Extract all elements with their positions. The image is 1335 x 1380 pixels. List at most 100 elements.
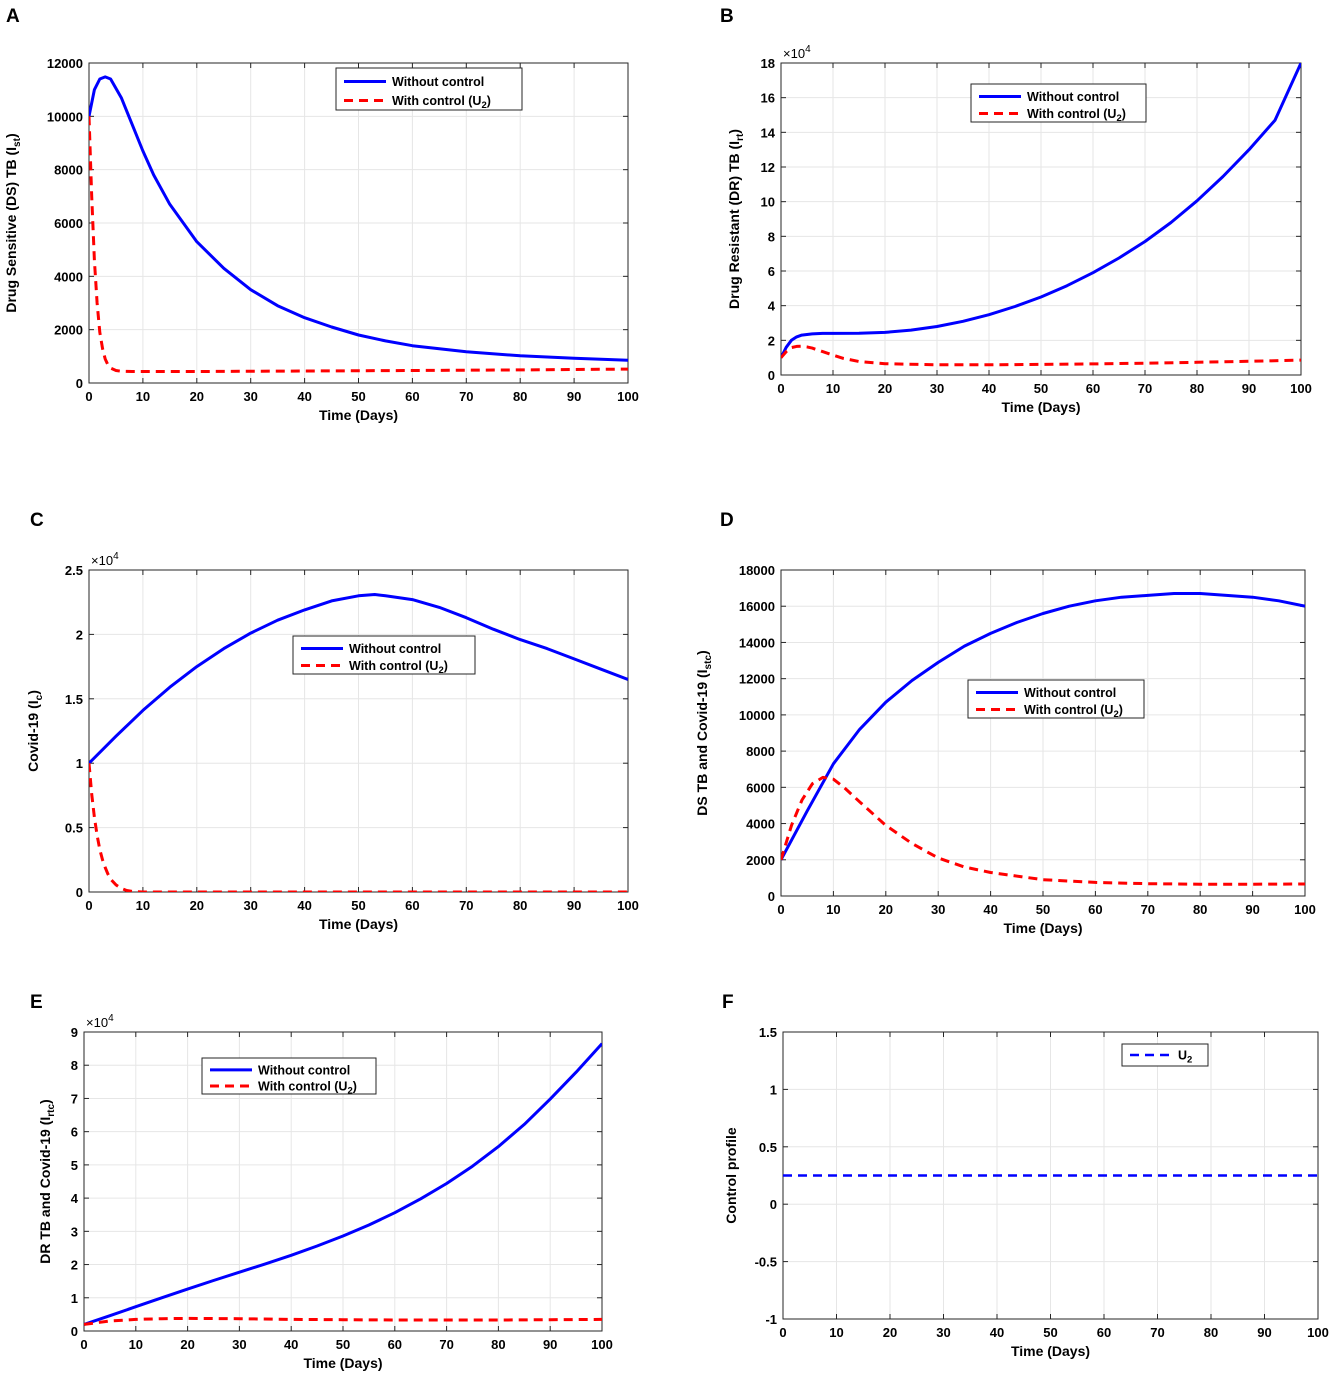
y-tick-label: 6 bbox=[768, 264, 775, 279]
series-line-without-control bbox=[781, 63, 1301, 359]
y-axis-label-sub: stc bbox=[703, 655, 714, 670]
series-line-without-control bbox=[89, 593, 628, 765]
y-tick-label: 6000 bbox=[746, 780, 775, 795]
y-tick-label: 1.5 bbox=[65, 692, 83, 707]
y-tick-label: 0 bbox=[71, 1324, 78, 1339]
chart-panel-d: D 0 10 20 30 40 50 60 70 80 90 100 0 2000 4000 6000 8000… bbox=[694, 510, 1316, 936]
y-tick-label: 1 bbox=[76, 756, 83, 771]
y-tick-label: 4 bbox=[768, 299, 776, 314]
x-tick-label: 60 bbox=[405, 898, 419, 913]
x-tick-label: 10 bbox=[136, 898, 150, 913]
exponent-base: ×10 bbox=[783, 46, 805, 61]
legend-label-with-control: With control (U2) bbox=[1027, 107, 1126, 124]
exponent-base: ×10 bbox=[91, 553, 113, 568]
legend-box bbox=[335, 67, 523, 111]
x-tick-label: 40 bbox=[983, 902, 997, 917]
y-tick-label: 0.5 bbox=[759, 1140, 777, 1155]
exponent-label: ×104 bbox=[86, 1013, 114, 1030]
y-tick-label: 2000 bbox=[746, 853, 775, 868]
x-tick-label: 20 bbox=[878, 381, 892, 396]
x-tick-label: 50 bbox=[351, 389, 365, 404]
x-tick-label: 20 bbox=[883, 1325, 897, 1340]
x-tick-label: 90 bbox=[543, 1337, 557, 1352]
y-tick-label: 6000 bbox=[54, 216, 83, 231]
y-tick-label: 2.5 bbox=[65, 563, 83, 578]
series-line-without-control bbox=[781, 592, 1305, 861]
x-tick-label: 0 bbox=[777, 381, 784, 396]
legend-label-without-control: Without control bbox=[1027, 90, 1119, 104]
x-tick-label: 70 bbox=[1141, 902, 1155, 917]
exponent-label: ×104 bbox=[91, 551, 119, 568]
legend-label-with-control: With control (U2) bbox=[258, 1080, 357, 1097]
y-tick-label: 4000 bbox=[54, 269, 83, 284]
legend-box bbox=[292, 635, 476, 675]
panel-letter: E bbox=[30, 992, 43, 1013]
legend: Without control With control (U2) bbox=[967, 679, 1145, 720]
chart-panel-b: B 0 10 20 30 40 50 60 70 80 90 100 0 2 4 6 8 10 12 14 16 18 ×1… bbox=[720, 6, 1312, 415]
legend-label-with-control: With control (U2) bbox=[392, 94, 491, 111]
series-line-with-control bbox=[89, 763, 628, 892]
legend-label-with-control: With control (U2) bbox=[1024, 703, 1123, 720]
legend-label-without-control: Without control bbox=[392, 75, 484, 89]
y-tick-label: 0.5 bbox=[65, 821, 83, 836]
y-tick-label: 0 bbox=[768, 368, 775, 383]
legend-label-without-control: Without control bbox=[1024, 686, 1116, 700]
y-axis-label-sub: c bbox=[34, 694, 45, 700]
x-tick-label: 50 bbox=[1043, 1325, 1057, 1340]
x-tick-label: 20 bbox=[180, 1337, 194, 1352]
y-axis-label-sub: rt bbox=[735, 133, 746, 141]
y-axis-label: Drug Resistant (DR) TB (Irt) bbox=[726, 129, 746, 309]
x-tick-label: 80 bbox=[513, 898, 527, 913]
y-axis-label-suffix: ) bbox=[3, 133, 19, 138]
x-axis-label: Time (Days) bbox=[1003, 920, 1082, 936]
x-tick-label: 100 bbox=[591, 1337, 613, 1352]
x-tick-label: 60 bbox=[1086, 381, 1100, 396]
y-axis-label-main: Control profile bbox=[723, 1127, 739, 1224]
x-tick-label: 30 bbox=[243, 389, 257, 404]
x-tick-label: 0 bbox=[777, 902, 784, 917]
x-axis-label: Time (Days) bbox=[319, 916, 398, 932]
x-tick-label: 90 bbox=[1242, 381, 1256, 396]
x-tick-label: 40 bbox=[284, 1337, 298, 1352]
panel-letter: C bbox=[30, 510, 44, 531]
y-tick-label: 12000 bbox=[47, 56, 83, 71]
y-tick-label: 0 bbox=[768, 889, 775, 904]
y-tick-label: 0 bbox=[770, 1197, 777, 1212]
x-tick-label: 30 bbox=[243, 898, 257, 913]
y-tick-label: 12 bbox=[761, 160, 775, 175]
y-tick-label: 8 bbox=[768, 229, 775, 244]
y-axis-label-main: Drug Sensitive (DS) TB (I bbox=[3, 147, 19, 313]
y-tick-label: -1 bbox=[765, 1312, 777, 1327]
y-tick-label: 14000 bbox=[739, 635, 775, 650]
exponent-power: 4 bbox=[108, 1013, 114, 1024]
chart-panel-c: C 0 10 20 30 40 50 60 70 80 90 100 0 0.5 1 1.5 2 2.5 ×104 T… bbox=[25, 510, 639, 932]
x-tick-label: 100 bbox=[617, 389, 639, 404]
chart-panel-e: E0 10 20 30 40 50 60 70 80 90 1000123456789×104Tim… bbox=[30, 992, 613, 1371]
y-tick-label: 2 bbox=[71, 1258, 78, 1273]
panel-letter: F bbox=[722, 992, 734, 1013]
x-tick-label: 30 bbox=[232, 1337, 246, 1352]
y-tick-label: 8 bbox=[71, 1058, 78, 1073]
grid bbox=[89, 63, 628, 383]
x-tick-label: 0 bbox=[80, 1337, 87, 1352]
x-tick-label: 60 bbox=[388, 1337, 402, 1352]
y-tick-label: 1 bbox=[71, 1291, 78, 1306]
series-line-without-control bbox=[84, 1042, 602, 1326]
x-tick-label: 10 bbox=[129, 1337, 143, 1352]
x-tick-label: 40 bbox=[297, 389, 311, 404]
legend: Without control With control (U2) bbox=[201, 1057, 377, 1097]
y-tick-label: 16 bbox=[761, 91, 775, 106]
y-tick-label: 2 bbox=[76, 627, 83, 642]
grid bbox=[781, 570, 1305, 896]
x-tick-label: 70 bbox=[459, 898, 473, 913]
series-line-with-control bbox=[781, 344, 1301, 367]
x-tick-label: 40 bbox=[990, 1325, 1004, 1340]
x-tick-label: 50 bbox=[336, 1337, 350, 1352]
x-tick-label: 100 bbox=[617, 898, 639, 913]
y-tick-label: 14 bbox=[761, 125, 776, 140]
chart-panel-f: F 0 10 20 30 40 50 60 70 80 90 100 -1 -0.5 0 0.5 1 1.5 Tim… bbox=[722, 992, 1329, 1359]
x-tick-label: 0 bbox=[85, 898, 92, 913]
series-line-without-control bbox=[89, 75, 628, 362]
x-tick-label: 80 bbox=[513, 389, 527, 404]
x-tick-label: 50 bbox=[1034, 381, 1048, 396]
